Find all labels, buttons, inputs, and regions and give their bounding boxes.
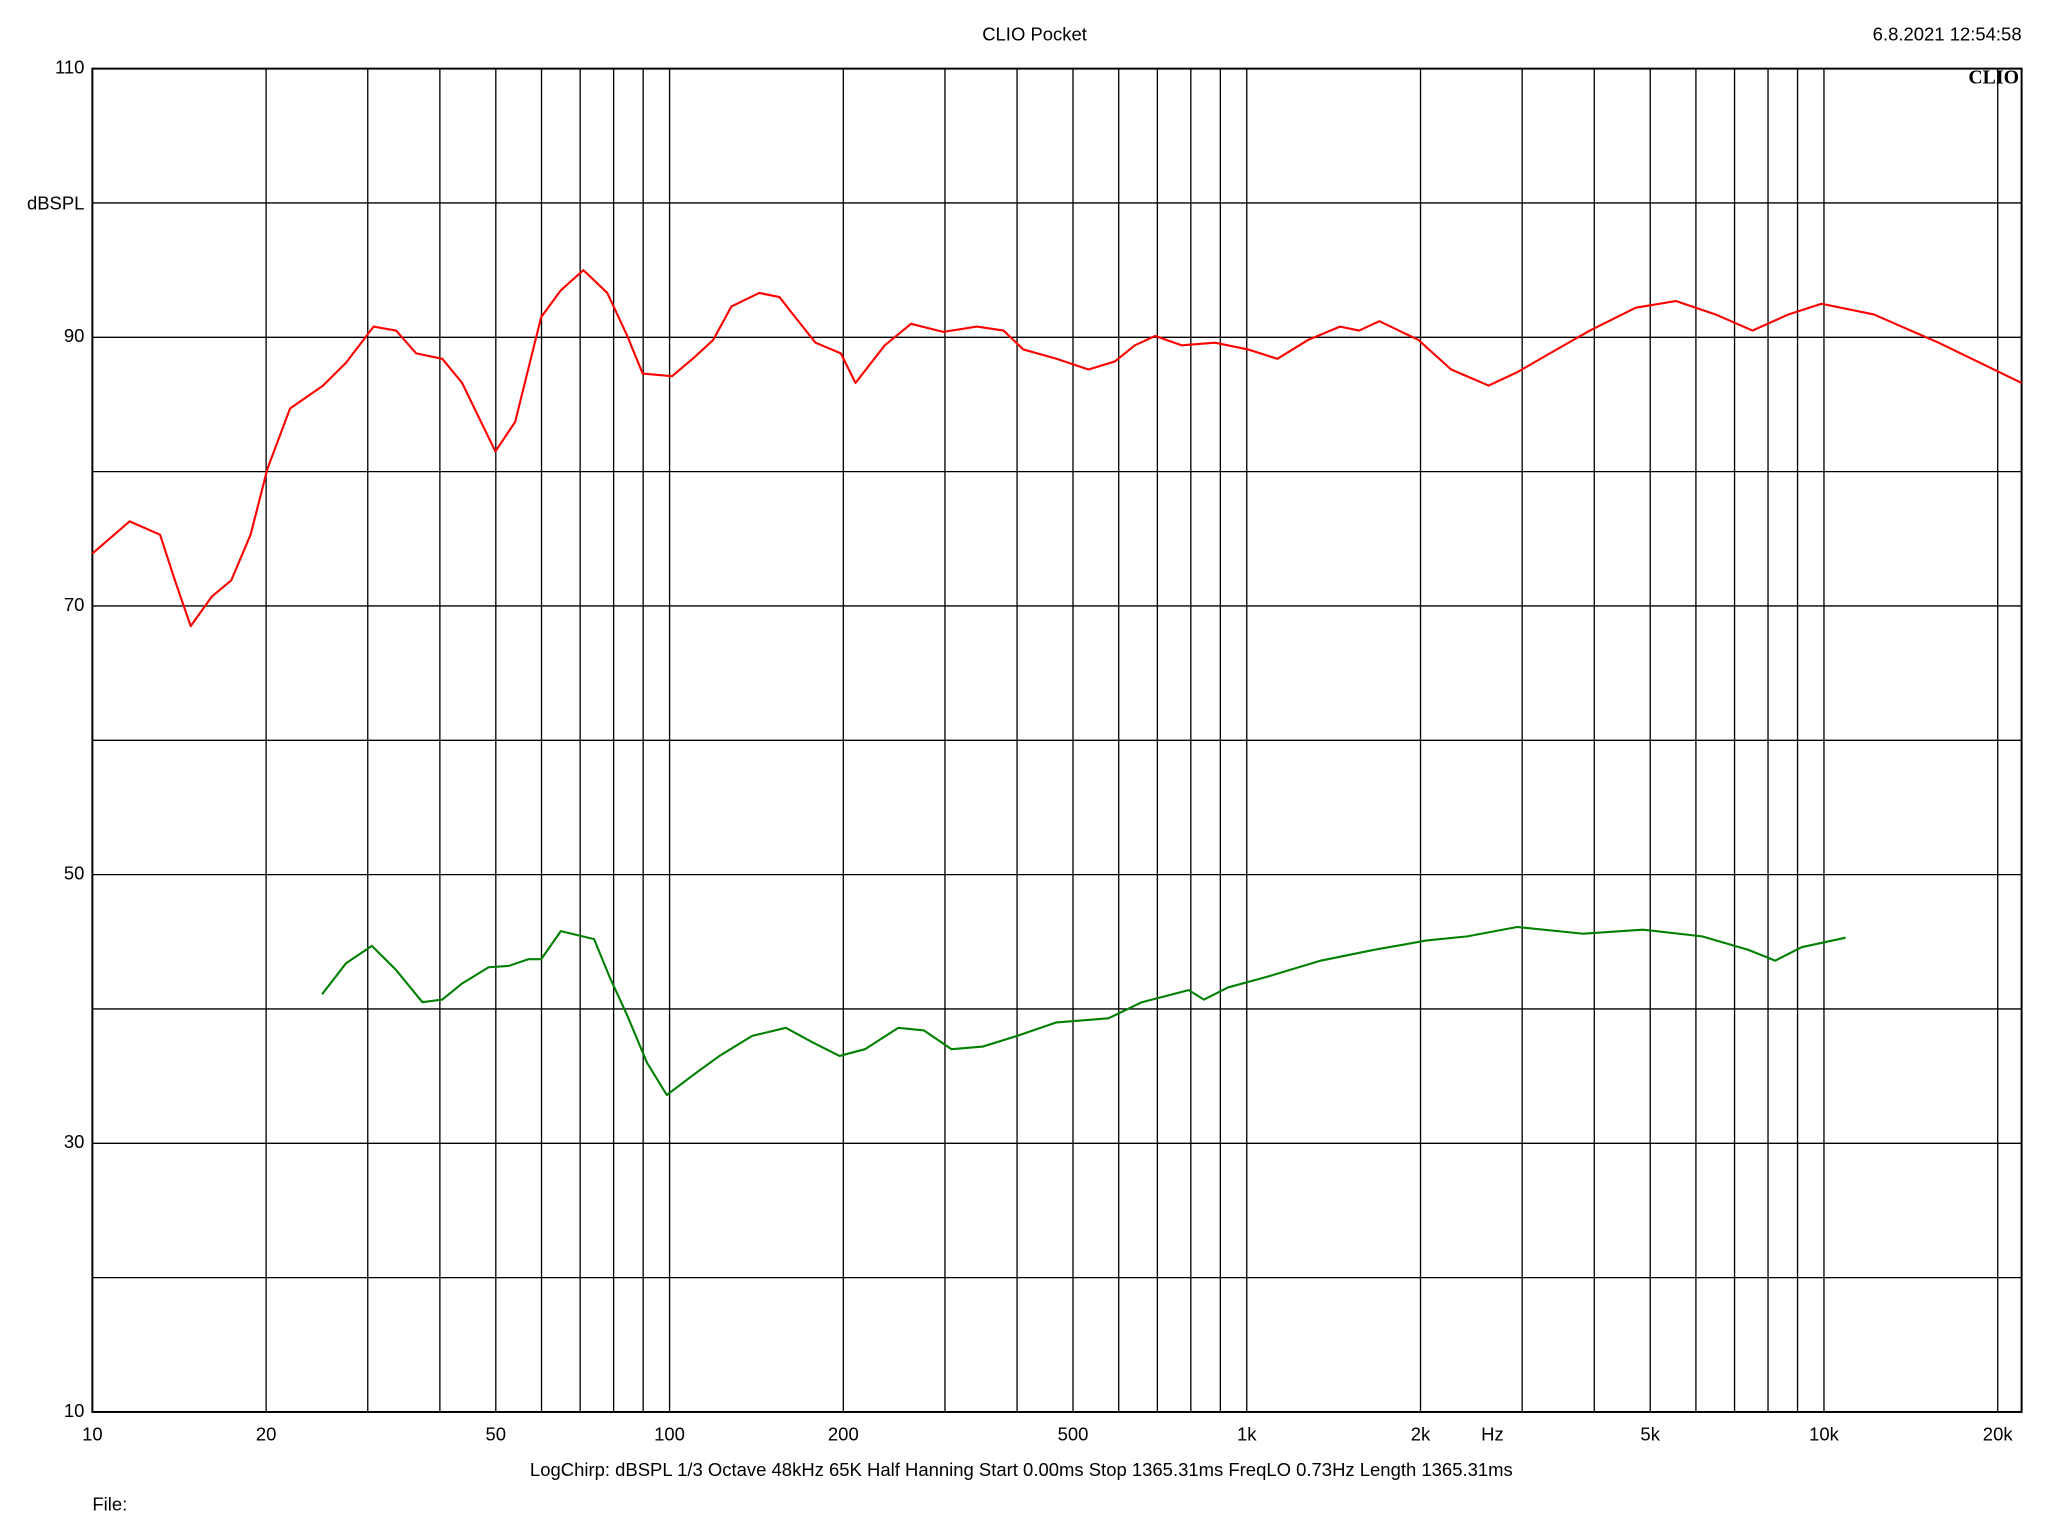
y-axis-label: dBSPL — [27, 192, 85, 213]
x-tick-label: 500 — [1058, 1424, 1089, 1445]
data-line — [321, 925, 1846, 1097]
x-axis-label: Hz — [1481, 1424, 1504, 1445]
x-tick-label: 200 — [828, 1424, 859, 1445]
y-tick-label: 10 — [64, 1400, 85, 1421]
y-tick-label: 70 — [64, 594, 85, 615]
x-tick-label: 50 — [486, 1424, 507, 1445]
x-tick-label: 20k — [1983, 1424, 2014, 1445]
footer: LogChirp: dBSPL 1/3 Octave 48kHz 65K Hal… — [530, 1459, 1513, 1480]
chart-title: CLIO Pocket — [982, 24, 1087, 45]
y-tick-label: 90 — [64, 325, 85, 346]
x-tick-label: 10k — [1809, 1424, 1840, 1445]
y-tick-label: 30 — [64, 1131, 85, 1152]
y-tick-label: 50 — [64, 862, 85, 883]
y-tick-label: 110 — [55, 56, 84, 77]
x-tick-label: 20 — [256, 1424, 277, 1445]
timestamp: 6.8.2021 12:54:58 — [1873, 24, 2022, 45]
data-line — [91, 269, 2023, 628]
x-tick-label: 5k — [1640, 1424, 1660, 1445]
file-label: File: — [92, 1494, 127, 1515]
plot-frame — [91, 67, 2023, 1413]
x-tick-label: 100 — [654, 1424, 685, 1445]
logo: CLIO — [1968, 67, 2019, 89]
x-tick-label: 2k — [1411, 1424, 1431, 1445]
x-tick-label: 10 — [82, 1424, 103, 1445]
x-tick-label: 1k — [1237, 1424, 1257, 1445]
